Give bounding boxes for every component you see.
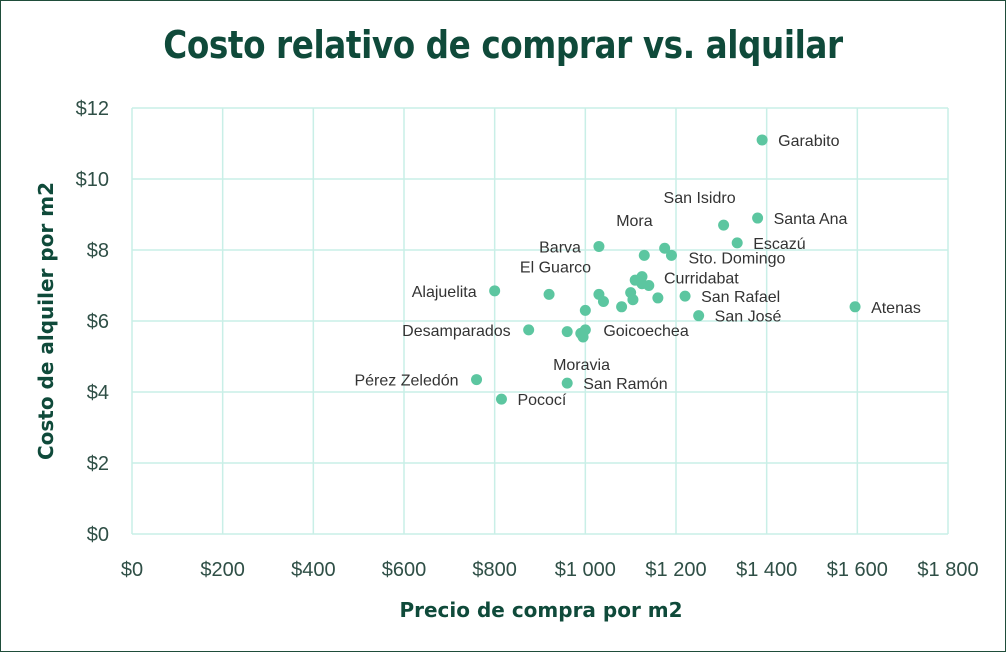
data-point (665, 249, 677, 261)
data-point (679, 290, 691, 302)
data-point (652, 292, 664, 304)
point-label: Goicoechea (603, 323, 688, 340)
y-tick-label: $4 (87, 382, 109, 404)
point-label: Mora (616, 213, 653, 230)
data-point (752, 212, 764, 224)
point-label: Pococí (517, 392, 566, 409)
point-label: Garabito (778, 133, 839, 150)
point-label: San José (715, 309, 782, 326)
x-tick-label: $800 (472, 559, 517, 581)
point-label: San Isidro (664, 190, 736, 207)
chart-title: Costo relativo de comprar vs. alquilar (163, 23, 843, 67)
x-axis-ticks: $0 $200 $400 $600 $800 $1 000 $1 200 $1 400 $1 6… (121, 559, 979, 581)
point-label: Pérez Zeledón (354, 373, 458, 390)
data-point (756, 134, 768, 146)
data-point (579, 304, 591, 316)
data-point (693, 310, 705, 322)
x-tick-label: $1 000 (555, 559, 616, 581)
data-point (561, 377, 573, 389)
point-label: Curridabat (664, 271, 739, 288)
point-label: Atenas (871, 300, 921, 317)
data-point (638, 249, 650, 261)
x-tick-label: $1 200 (645, 559, 706, 581)
y-tick-label: $6 (87, 311, 109, 333)
data-point (523, 324, 535, 336)
data-point (543, 288, 555, 300)
data-point (593, 240, 605, 252)
x-tick-label: $200 (200, 559, 245, 581)
data-point (489, 285, 501, 297)
point-label: Barva (539, 239, 581, 256)
data-point (577, 331, 589, 343)
y-axis-ticks: $0 $2 $4 $6 $8 $10 $12 (76, 98, 109, 546)
x-tick-label: $1 400 (736, 559, 797, 581)
grid-lines (131, 107, 949, 535)
y-tick-label: $10 (76, 169, 109, 191)
x-tick-label: $600 (382, 559, 427, 581)
data-point (659, 242, 671, 254)
data-point (616, 301, 628, 313)
data-point (849, 301, 861, 313)
data-point (731, 237, 743, 249)
point-label: Sto. Domingo (688, 250, 785, 267)
data-point (636, 278, 648, 290)
point-label: San Rafael (701, 289, 780, 306)
point-labels: Garabito San Isidro Santa Ana Mora Escazú Bar… (354, 133, 920, 409)
point-label: Escazú (753, 236, 805, 253)
y-tick-label: $0 (87, 524, 109, 546)
data-point (471, 374, 483, 386)
data-point (597, 295, 609, 307)
x-tick-label: $400 (291, 559, 336, 581)
y-tick-label: $12 (76, 98, 109, 120)
x-tick-label: $1 600 (827, 559, 888, 581)
y-tick-label: $8 (87, 240, 109, 262)
x-tick-label: $0 (121, 559, 143, 581)
data-points (471, 134, 861, 405)
point-label: Moravia (553, 357, 610, 374)
data-point (718, 219, 730, 231)
point-label: Desamparados (402, 323, 511, 340)
x-axis-title: Precio de compra por m2 (399, 598, 682, 622)
y-axis-title: Costo de alquiler por m2 (34, 182, 58, 460)
point-label: El Guarco (520, 259, 591, 276)
data-point (627, 294, 639, 306)
point-label: Santa Ana (774, 211, 848, 228)
point-label: Alajuelita (412, 284, 477, 301)
x-tick-label: $1 800 (917, 559, 978, 581)
y-tick-label: $2 (87, 453, 109, 475)
data-point (495, 393, 507, 405)
point-label: San Ramón (583, 376, 668, 393)
data-point (561, 326, 573, 338)
